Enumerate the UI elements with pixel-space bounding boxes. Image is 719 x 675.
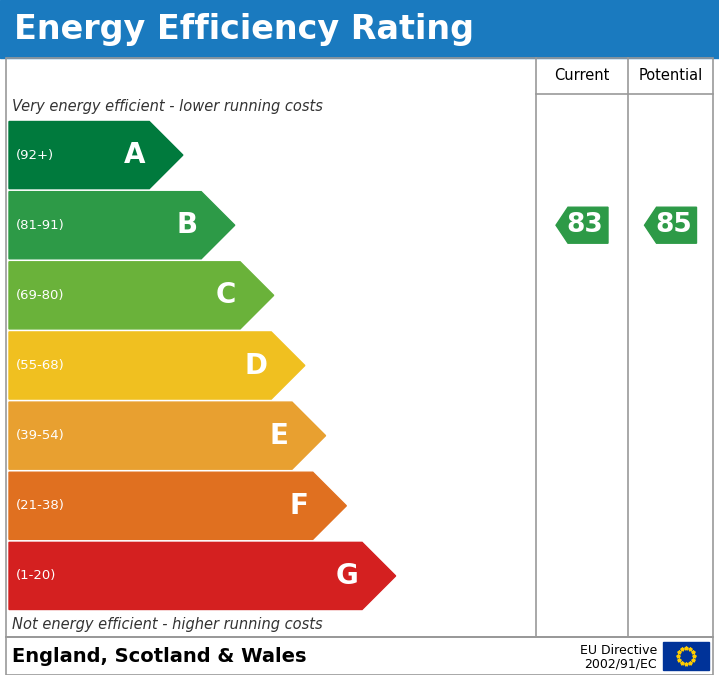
Polygon shape bbox=[9, 122, 183, 188]
Polygon shape bbox=[556, 207, 608, 243]
Bar bbox=[663, 642, 709, 670]
Text: F: F bbox=[290, 492, 308, 520]
Text: 2002/91/EC: 2002/91/EC bbox=[585, 658, 657, 671]
Polygon shape bbox=[9, 262, 274, 329]
Text: Very energy efficient - lower running costs: Very energy efficient - lower running co… bbox=[12, 99, 323, 115]
Text: Current: Current bbox=[554, 68, 610, 84]
Text: C: C bbox=[216, 281, 236, 309]
Text: B: B bbox=[176, 211, 197, 239]
Polygon shape bbox=[9, 332, 305, 399]
Text: Not energy efficient - higher running costs: Not energy efficient - higher running co… bbox=[12, 616, 323, 632]
Text: E: E bbox=[269, 422, 288, 450]
Text: A: A bbox=[124, 141, 145, 169]
Polygon shape bbox=[9, 542, 395, 610]
Text: (21-38): (21-38) bbox=[16, 500, 65, 512]
Text: (69-80): (69-80) bbox=[16, 289, 65, 302]
Text: 83: 83 bbox=[567, 212, 603, 238]
Bar bbox=[6, 637, 713, 675]
Text: (55-68): (55-68) bbox=[16, 359, 65, 372]
Polygon shape bbox=[9, 472, 347, 539]
Text: (39-54): (39-54) bbox=[16, 429, 65, 442]
Polygon shape bbox=[644, 207, 697, 243]
Text: Potential: Potential bbox=[638, 68, 702, 84]
Bar bbox=[0, 0, 719, 58]
Text: G: G bbox=[335, 562, 358, 590]
Bar bbox=[6, 58, 713, 637]
Text: 85: 85 bbox=[655, 212, 692, 238]
Text: (81-91): (81-91) bbox=[16, 219, 65, 232]
Text: EU Directive: EU Directive bbox=[580, 644, 657, 657]
Text: D: D bbox=[244, 352, 267, 379]
Text: (92+): (92+) bbox=[16, 148, 54, 161]
Polygon shape bbox=[9, 192, 235, 259]
Text: (1-20): (1-20) bbox=[16, 570, 56, 583]
Text: Energy Efficiency Rating: Energy Efficiency Rating bbox=[14, 13, 474, 45]
Polygon shape bbox=[9, 402, 326, 469]
Text: England, Scotland & Wales: England, Scotland & Wales bbox=[12, 647, 306, 666]
